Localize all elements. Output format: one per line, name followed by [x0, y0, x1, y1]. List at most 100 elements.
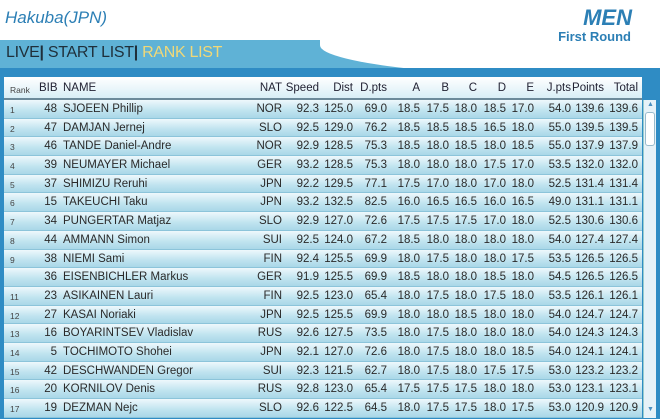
cell-name: AMMANN Simon: [63, 233, 150, 246]
cell-judge-a: 18.0: [397, 289, 420, 302]
cell-dist: 125.5: [324, 271, 353, 284]
cell-judge-b: 18.0: [426, 140, 449, 153]
cell-bib: 27: [44, 308, 57, 321]
cell-points: 124.3: [575, 327, 604, 340]
cell-judge-e: 17.5: [511, 252, 534, 265]
round-label: First Round: [558, 29, 631, 44]
cell-speed: 92.3: [296, 103, 319, 115]
header-judge-e[interactable]: E: [526, 82, 534, 94]
scrollbar[interactable]: ▲ ▼: [643, 100, 656, 418]
scroll-down-icon[interactable]: ▼: [647, 406, 654, 413]
cell-judge-b: 17.5: [426, 402, 449, 414]
cell-judge-e: 17.0: [511, 159, 534, 172]
cell-judge-b: 16.5: [426, 196, 449, 209]
cell-points: 123.2: [575, 364, 604, 377]
table-row: 7 34 PUNGERTAR Matjaz SLO 92.9 127.0 72.6 17.5 1…: [4, 212, 642, 231]
cell-total: 137.9: [609, 140, 638, 153]
cell-judge-c: 18.5: [454, 140, 477, 153]
table-row: 16 20 KORNILOV Denis RUS 92.8 123.0 65.4 17.5 17…: [4, 380, 642, 399]
header-rank[interactable]: Rank: [10, 85, 30, 95]
cell-total: 126.5: [609, 252, 638, 265]
cell-bib: 44: [44, 233, 57, 246]
cell-judge-a: 17.5: [397, 177, 420, 190]
cell-points: 131.4: [575, 177, 604, 190]
header-d-pts[interactable]: D.pts: [360, 82, 387, 94]
cell-nat: FIN: [263, 289, 282, 302]
header-nat[interactable]: NAT: [259, 82, 282, 94]
table-row: 8 44 AMMANN Simon SUI 92.5 124.0 67.2 18.5 18.0 1…: [4, 230, 642, 250]
cell-dist: 122.5: [324, 402, 353, 414]
cell-speed: 92.3: [296, 364, 319, 377]
cell-d-pts: 73.5: [364, 327, 387, 340]
cell-dist: 127.0: [324, 215, 353, 228]
cell-speed: 92.5: [296, 289, 319, 302]
cell-total: 123.1: [609, 383, 638, 396]
cell-d-pts: 65.4: [364, 383, 387, 396]
cell-total: 126.1: [609, 289, 638, 302]
tab-start-list[interactable]: START LIST: [47, 44, 134, 61]
cell-points: 132.0: [575, 159, 604, 172]
cell-name: TANDE Daniel-Andre: [63, 140, 172, 153]
cell-judge-d: 18.0: [483, 140, 506, 153]
cell-judge-e: 17.0: [511, 103, 534, 115]
tab-live[interactable]: LIVE: [6, 44, 40, 61]
cell-d-pts: 69.9: [364, 271, 387, 284]
table-row: 17 19 DEZMAN Nejc SLO 92.6 122.5 64.5 18.0 17.5 1…: [4, 399, 642, 418]
scroll-up-icon[interactable]: ▲: [647, 101, 654, 108]
cell-judge-b: 18.0: [426, 308, 449, 321]
cell-judge-a: 18.5: [397, 140, 420, 153]
header-judge-a[interactable]: A: [412, 82, 420, 94]
header-judge-b[interactable]: B: [441, 82, 449, 94]
table-row: 5 37 SHIMIZU Reruhi JPN 92.2 129.5 77.1 17.5 17.…: [4, 174, 642, 194]
cell-points: 126.1: [575, 289, 604, 302]
header-total[interactable]: Total: [613, 82, 638, 94]
header-speed[interactable]: Speed: [285, 82, 319, 94]
cell-speed: 92.5: [296, 121, 319, 134]
tab-rank-list[interactable]: RANK LIST: [142, 44, 223, 61]
cell-nat: FIN: [263, 252, 282, 265]
cell-judge-d: 16.0: [483, 196, 506, 209]
cell-j-pts: 52.5: [548, 177, 571, 190]
cell-judge-c: 18.0: [454, 103, 477, 115]
scroll-thumb[interactable]: [645, 112, 655, 146]
cell-bib: 15: [44, 196, 57, 209]
cell-name: TAKEUCHI Taku: [63, 196, 148, 209]
cell-judge-e: 16.5: [511, 196, 534, 209]
cell-points: 130.6: [575, 215, 604, 228]
cell-judge-d: 18.5: [483, 271, 506, 284]
cell-bib: 36: [44, 271, 57, 284]
cell-speed: 93.2: [296, 196, 319, 209]
cell-judge-d: 18.0: [483, 308, 506, 321]
cell-judge-c: 18.0: [454, 345, 477, 358]
cell-rank: 13: [10, 329, 20, 340]
cell-d-pts: 75.3: [364, 159, 387, 172]
header-dist[interactable]: Dist: [333, 82, 353, 94]
cell-judge-d: 18.0: [483, 345, 506, 358]
header-judge-d[interactable]: D: [497, 82, 506, 94]
header-j-pts[interactable]: J.pts: [546, 82, 571, 94]
results-table: Rank BIB NAME NAT Speed Dist D.pts A B C D E J.pts Po…: [4, 77, 642, 418]
cell-d-pts: 69.0: [364, 103, 387, 115]
cell-j-pts: 53.5: [548, 252, 571, 265]
header-bib[interactable]: BIB: [39, 82, 58, 94]
header-judge-c[interactable]: C: [468, 82, 477, 94]
cell-j-pts: 53.5: [548, 289, 571, 302]
cell-total: 126.5: [609, 271, 638, 284]
cell-judge-c: 18.0: [454, 233, 477, 246]
table-row: 11 23 ASIKAINEN Lauri FIN 92.5 123.0 65.4 18.0 1…: [4, 286, 642, 306]
cell-judge-a: 18.5: [397, 103, 420, 115]
cell-judge-d: 18.5: [483, 103, 506, 115]
header-points[interactable]: Points: [572, 82, 604, 94]
cell-judge-d: 17.0: [483, 177, 506, 190]
cell-bib: 37: [44, 177, 57, 190]
cell-bib: 48: [44, 103, 57, 115]
table-row: 6 15 TAKEUCHI Taku JPN 93.2 132.5 82.5 16.0 16.5…: [4, 193, 642, 213]
cell-speed: 92.2: [296, 177, 319, 190]
cell-j-pts: 54.0: [548, 103, 571, 115]
cell-j-pts: 49.0: [548, 196, 571, 209]
cell-speed: 92.5: [296, 308, 319, 321]
cell-nat: JPN: [260, 196, 282, 209]
cell-nat: NOR: [256, 140, 282, 153]
cell-speed: 92.4: [296, 252, 319, 265]
header-name[interactable]: NAME: [63, 82, 97, 94]
